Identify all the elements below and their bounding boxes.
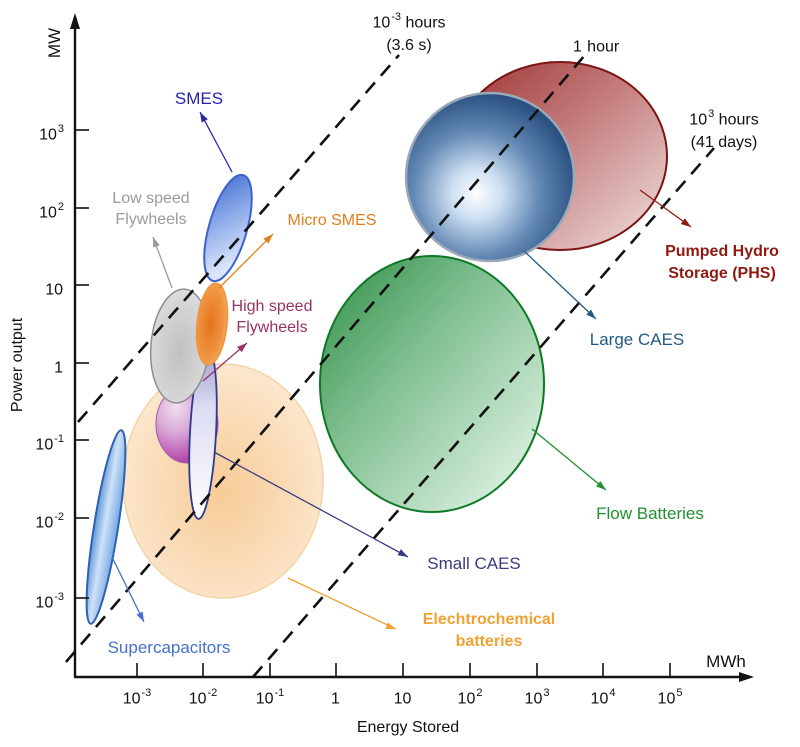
- x-tick-label: 10-2: [188, 687, 218, 708]
- flow-batteries-arrow: [531, 428, 607, 491]
- y-tick-label: 10-3: [35, 591, 64, 612]
- duration-line-one-hour: [65, 54, 586, 663]
- x-tick-label: 10-1: [255, 687, 285, 708]
- low-speed-flywheels-label: Low speed Flywheels: [112, 190, 190, 228]
- duration-label-kilo-hour: 103 hours (41 days): [689, 108, 759, 152]
- small-caes-label: Small CAES: [427, 554, 521, 573]
- smes-arrow: [199, 111, 233, 173]
- y-axis-arrowhead: [70, 13, 80, 29]
- x-tick-label: 10: [393, 690, 412, 708]
- electrochemical-batteries-ellipse: [122, 363, 324, 599]
- axes-lines: [73, 22, 741, 679]
- y-axis-unit: MW: [45, 27, 64, 59]
- y-tick-label: 103: [39, 123, 64, 144]
- micro-smes-arrowhead: [263, 234, 273, 244]
- y-tick-label: 10-2: [35, 511, 64, 532]
- small-caes-arrowhead: [397, 549, 408, 557]
- micro-smes-ellipse: [195, 282, 229, 366]
- micro-smes-arrow: [218, 233, 274, 289]
- y-tick-label: 1: [54, 359, 63, 377]
- x-axis-title: Energy Stored: [356, 719, 460, 736]
- supercapacitors-label: Supercapacitors: [107, 638, 231, 657]
- pumped-hydro-storage-label: Pumped Hydro Storage (PHS): [665, 243, 779, 282]
- duration-label-one-hour: 1 hour: [572, 38, 620, 56]
- y-axis-ticks: [75, 129, 89, 599]
- x-tick-label: 105: [657, 687, 683, 708]
- low-speed-flywheels-arrowhead: [153, 237, 160, 248]
- high-speed-flywheels-label: High speed Flywheels: [231, 298, 313, 336]
- smes-arrowhead: [200, 112, 208, 123]
- flow-batteries-arrowhead: [596, 481, 606, 490]
- x-tick-label: 102: [457, 687, 483, 708]
- micro-smes-label: Micro SMES: [287, 212, 377, 229]
- electrochemical-batteries-label: Elechtrochemical batteries: [422, 611, 556, 650]
- large-caes-arrow: [523, 250, 597, 320]
- x-tick-label: 1: [331, 690, 340, 708]
- x-tick-label: 10-3: [122, 687, 152, 708]
- supercapacitors-ellipse: [85, 429, 127, 625]
- small-caes-arrow: [213, 451, 409, 558]
- large-caes-label: Large CAES: [589, 330, 685, 349]
- flow-batteries-label: Flow Batteries: [596, 504, 704, 523]
- duration-line-kilo-hour: [252, 147, 715, 678]
- x-axis-ticks: [136, 663, 671, 677]
- supercapacitors-arrow: [111, 556, 145, 623]
- large-caes-circle: [404, 91, 576, 263]
- pumped-hydro-arrow: [639, 189, 692, 228]
- y-tick-label: 10: [45, 281, 63, 299]
- supercapacitors-arrowhead: [136, 611, 144, 622]
- electrochemical-batteries-arrowhead: [385, 622, 396, 629]
- smes-label: SMES: [174, 89, 224, 108]
- duration-label-milli-hour: 10-3 hours (3.6 s): [372, 11, 446, 55]
- x-axis-arrowhead: [739, 672, 754, 682]
- y-tick-label: 102: [39, 201, 64, 222]
- x-tick-label: 104: [590, 687, 616, 708]
- duration-line-milli-hour: [77, 54, 400, 423]
- y-tick-label: 10-1: [35, 433, 64, 454]
- large-caes-arrowhead: [586, 309, 596, 319]
- smes-ellipse: [203, 173, 253, 283]
- flow-batteries-ellipse: [319, 255, 545, 513]
- electrochemical-batteries-arrow: [287, 577, 397, 630]
- pumped-hydro-arrowhead: [680, 218, 691, 227]
- annotation-arrows: [111, 111, 692, 630]
- x-tick-label: 103: [524, 687, 550, 708]
- x-axis-unit: MWh: [706, 652, 746, 671]
- high-speed-flywheels-arrowhead: [237, 343, 247, 353]
